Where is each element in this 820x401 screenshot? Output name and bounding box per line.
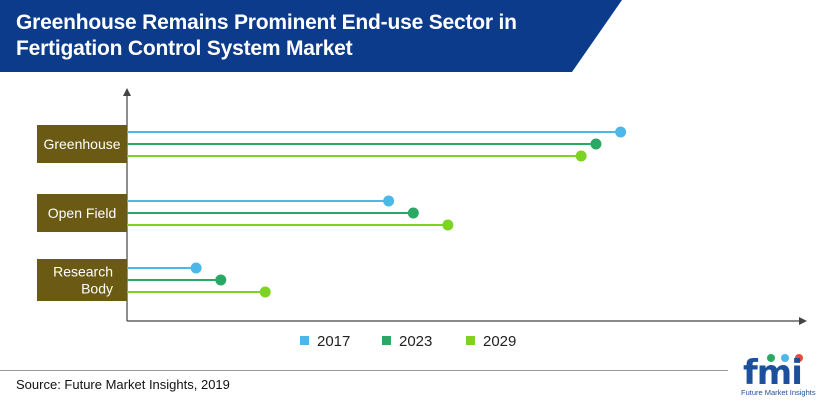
title-banner: Greenhouse Remains Prominent End-use Sec… xyxy=(0,0,820,72)
legend-swatch xyxy=(382,336,391,345)
category-label: Body xyxy=(81,281,113,297)
chart-title: Greenhouse Remains Prominent End-use Sec… xyxy=(16,11,517,60)
category-label: Research xyxy=(53,264,113,280)
category-label-box xyxy=(37,125,127,163)
lollipop-point xyxy=(590,138,602,150)
logo-dots-icon xyxy=(767,354,803,362)
y-axis-arrow-icon xyxy=(123,88,131,96)
lollipop-point xyxy=(215,274,227,286)
category-label: Greenhouse xyxy=(43,136,120,152)
legend-swatch xyxy=(466,336,475,345)
lollipop-point xyxy=(190,262,202,274)
legend-label: 2017 xyxy=(317,333,350,350)
lollipop-point xyxy=(259,286,271,298)
legend-label: 2029 xyxy=(483,333,516,350)
lollipop-point xyxy=(575,150,587,162)
category-label-box xyxy=(37,259,127,301)
category-label: Open Field xyxy=(48,205,116,221)
title-banner-background xyxy=(0,0,622,72)
x-axis-arrow-icon xyxy=(799,317,807,325)
fmi-logo: fmi Future Market Insights xyxy=(735,350,817,398)
lollipop-point xyxy=(615,126,627,138)
legend-label: 2023 xyxy=(399,333,432,350)
category-label-box xyxy=(37,194,127,232)
logo-wordmark: fmi xyxy=(743,353,803,393)
logo-tagline: Future Market Insights xyxy=(741,388,816,397)
footer-divider xyxy=(0,370,728,371)
source-note: Source: Future Market Insights, 2019 xyxy=(16,377,230,392)
lollipop-point xyxy=(407,207,419,219)
lollipop-point xyxy=(442,219,454,231)
legend-swatch xyxy=(300,336,309,345)
lollipop-point xyxy=(383,195,395,207)
